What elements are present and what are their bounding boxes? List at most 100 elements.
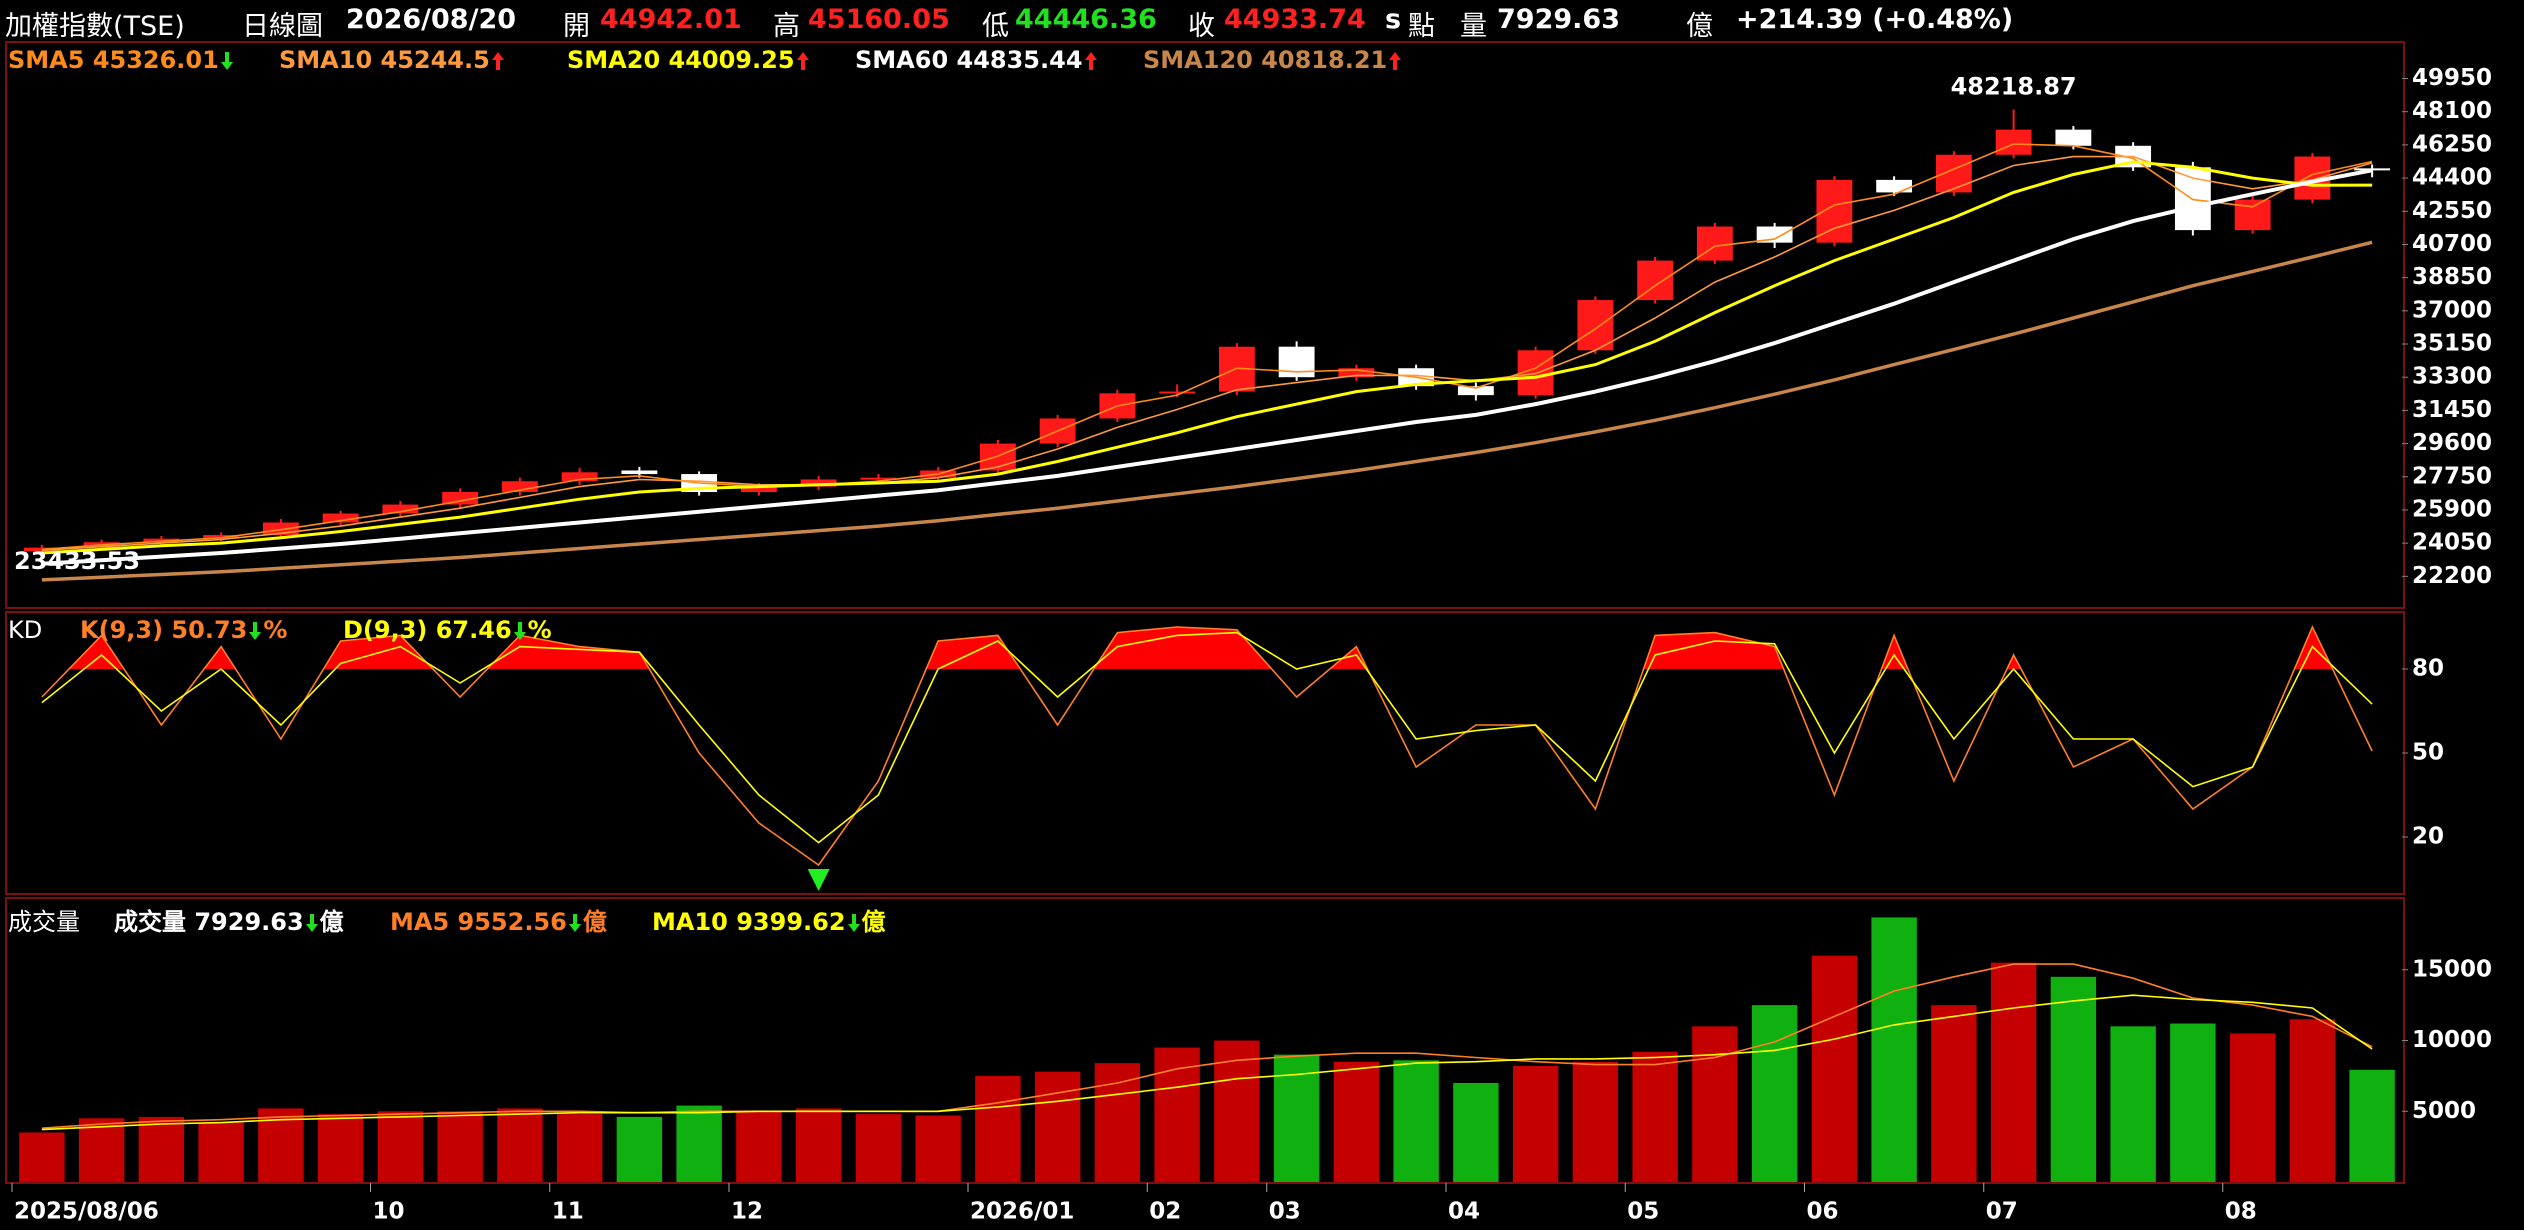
volume-bar <box>1811 955 1858 1182</box>
y-tick-label: 46250 <box>2412 131 2492 157</box>
legend-item: 成交量 7929.63 億 <box>114 902 344 937</box>
y-tick-label: 10000 <box>2412 1027 2492 1053</box>
title: 加權指數(TSE) <box>5 11 185 42</box>
y-tick-label: 35150 <box>2412 331 2492 357</box>
y-tick-label: 40700 <box>2412 231 2492 257</box>
legend-item: SMA5 45326.01 <box>8 46 235 74</box>
date: 2026/08/20 <box>346 4 517 35</box>
y-tick-label: 44400 <box>2412 165 2492 191</box>
legend-name: 成交量 <box>114 908 186 936</box>
legend-name: SMA10 <box>279 46 373 74</box>
volume-panel <box>5 897 2405 1184</box>
y-tick-label: 20 <box>2412 824 2444 850</box>
legend-value: 40818.21 <box>1261 46 1388 74</box>
volume-bar <box>1453 1082 1499 1182</box>
candle-body <box>979 443 1016 471</box>
candle-body <box>740 486 777 493</box>
legend-unit: 億 <box>582 908 607 936</box>
unit: 點 <box>1408 11 1435 42</box>
volume-bar <box>1512 1065 1559 1182</box>
arrow-shape <box>220 52 233 70</box>
sma-line <box>41 155 2373 552</box>
y-tick-label: 31450 <box>2412 397 2492 423</box>
x-tick-label: 2026/01 <box>970 1199 1074 1225</box>
price-panel <box>5 41 2405 609</box>
y-tick-label: 49950 <box>2412 65 2492 91</box>
volume-bar <box>78 1118 125 1182</box>
volume-bar <box>616 1116 663 1182</box>
volume-bar <box>2050 976 2097 1182</box>
period: 日線圖 <box>242 11 323 42</box>
candle-body <box>1457 386 1494 396</box>
candle-body <box>1696 226 1733 261</box>
volume-bar <box>1990 962 2037 1182</box>
arrow-shape <box>249 622 262 640</box>
open-label: 開 <box>563 11 590 42</box>
legend-value: 45244.5 <box>380 46 490 74</box>
volume-bar <box>556 1114 603 1182</box>
legend-name: SMA5 <box>8 46 85 74</box>
volume-bar <box>2110 1026 2156 1182</box>
sma-line <box>41 160 2373 555</box>
legend-item: D(9,3) 67.46% <box>343 616 552 644</box>
legend: SMA5 45326.01 SMA10 45244.5 SMA20 44009.25… <box>0 44 2400 78</box>
legend-item: SMA10 45244.5 <box>279 46 506 74</box>
y-tick-label: 50 <box>2412 740 2444 766</box>
candle-body <box>561 472 598 482</box>
candle-body <box>1876 179 1913 193</box>
kd-line <box>41 631 2373 844</box>
high-value: 45160.05 <box>808 4 950 35</box>
low-label: 低 <box>982 11 1009 42</box>
legend-value: 44835.44 <box>956 46 1083 74</box>
candle-body <box>2055 129 2092 146</box>
x-tick-label: 11 <box>552 1199 584 1225</box>
legend: 成交量 成交量 7929.63 億 MA5 9552.56 億 MA10 9399.62 億 <box>0 900 2400 937</box>
candle-body <box>442 492 479 505</box>
y-tick-label: 37000 <box>2412 297 2492 323</box>
candle-body <box>382 504 419 514</box>
arrow-shape <box>305 914 318 932</box>
trend-arrow <box>1084 52 1097 70</box>
y-tick-label: 29600 <box>2412 430 2492 456</box>
legend-value: 45326.01 <box>92 46 219 74</box>
trend-arrow <box>568 914 581 932</box>
candle-body <box>501 481 538 493</box>
legend-value: 67.46 <box>435 616 512 644</box>
trend-arrow <box>513 622 526 640</box>
candle-body <box>2234 199 2271 231</box>
legend-item: SMA120 40818.21 <box>1143 46 1403 74</box>
panel-title: 成交量 <box>8 908 80 936</box>
high-label: 高 <box>773 11 800 42</box>
legend-name: K(9,3) <box>80 616 164 644</box>
legend-unit: % <box>263 616 288 644</box>
panel-title: KD <box>8 616 43 644</box>
close-value: 44933.74 <box>1224 4 1366 35</box>
legend-unit: 億 <box>319 908 344 936</box>
header: 加權指數(TSE) 日線圖 2026/08/20 開 44942.01 高 45… <box>0 2 2524 42</box>
legend-name: SMA20 <box>567 46 661 74</box>
volume-bar <box>1751 1005 1798 1182</box>
x-tick-label: 02 <box>1149 1199 1181 1225</box>
legend-unit: 億 <box>861 908 886 936</box>
sma-line <box>41 143 2373 551</box>
volume-ma-line <box>41 994 2373 1131</box>
volume-bar <box>2170 1023 2216 1182</box>
trend-arrow <box>847 914 860 932</box>
arrow-shape <box>568 914 581 932</box>
s-mark: s <box>1385 4 1402 35</box>
trend-arrow <box>796 52 809 70</box>
legend-unit: % <box>527 616 552 644</box>
sma-line <box>41 240 2373 582</box>
x-tick-label: 04 <box>1448 1199 1480 1225</box>
trend-arrow <box>491 52 504 70</box>
candle-body <box>2354 168 2391 171</box>
open-value: 44942.01 <box>600 4 742 35</box>
kd-overbought-fill <box>41 627 2373 669</box>
volume-bar <box>2229 1033 2276 1182</box>
candle-body <box>1995 129 2032 155</box>
max-label: 48218.87 <box>1951 73 2077 101</box>
y-tick-label: 5000 <box>2412 1098 2476 1124</box>
min-label: 23433.53 <box>14 547 140 575</box>
x-tick-label: 07 <box>1986 1199 2018 1225</box>
